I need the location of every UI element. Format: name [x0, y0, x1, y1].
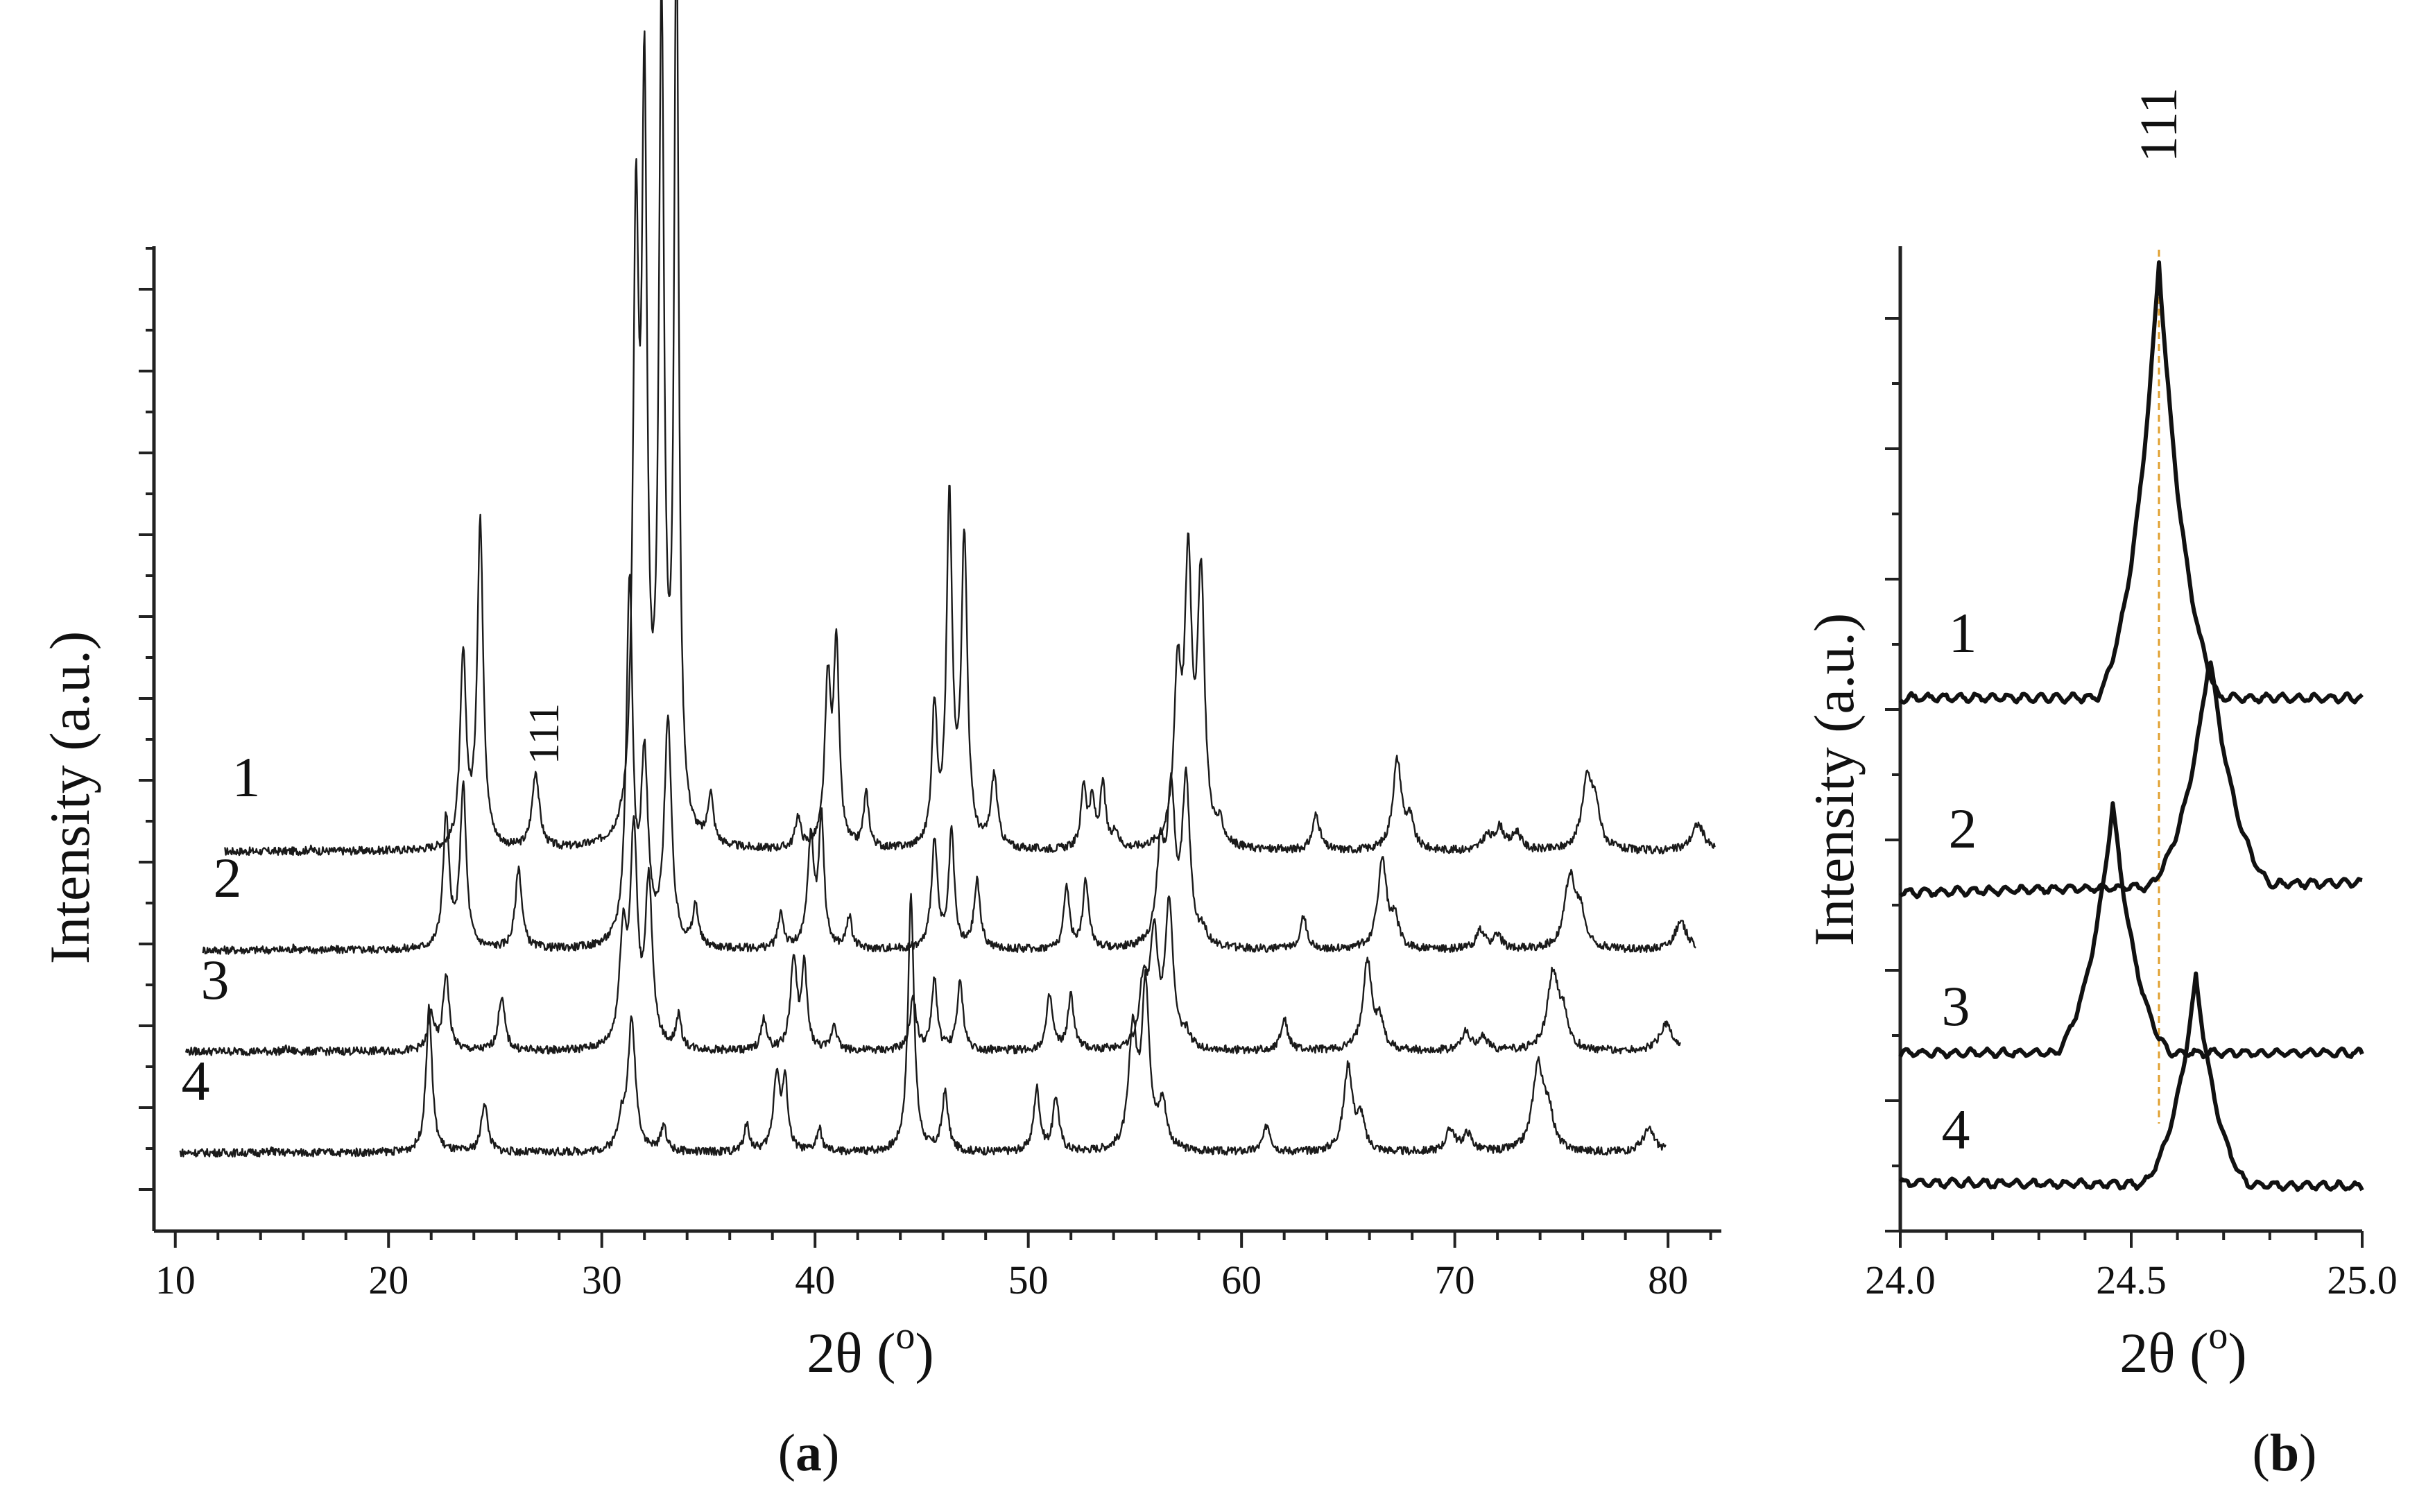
chart-b-series-1-label: 1	[1949, 601, 1977, 664]
chart-b-annotation-111: 111	[2130, 87, 2188, 162]
chart-b-series-1-line	[1898, 260, 2364, 705]
chart-a-x-tick-label: 20	[368, 1257, 408, 1303]
chart-b-xlabel: 2θ (o)	[2119, 1314, 2246, 1384]
chart-b-xlabel-close: )	[2228, 1321, 2246, 1384]
chart-b: 24.0 24.5 25.0 1 2 3 4	[1865, 246, 2398, 1303]
chart-b-caption-letter: b	[2270, 1424, 2299, 1482]
chart-b-series-2-label: 2	[1949, 797, 1977, 860]
chart-b-x-tick-label: 24.5	[2096, 1257, 2167, 1303]
chart-a-series-1-line	[224, 0, 1716, 857]
chart-a-x-tick-label: 10	[155, 1257, 196, 1303]
chart-a-ylabel: Intensity (a.u.)	[38, 631, 101, 964]
chart-b-ylabel: Intensity (a.u.)	[1802, 613, 1866, 946]
chart-a-series-2-label: 2	[214, 846, 242, 909]
chart-b-caption: (b)	[2253, 1424, 2317, 1482]
chart-a-x-tick-label: 30	[582, 1257, 622, 1303]
chart-a-x-tick-label: 80	[1648, 1257, 1688, 1303]
chart-a-xlabel-close: )	[915, 1321, 933, 1384]
chart-a-xlabel: 2θ (o)	[807, 1314, 933, 1384]
chart-b-series-2-line	[1899, 660, 2363, 900]
chart-a-x-tick-label: 60	[1221, 1257, 1262, 1303]
chart-a-caption: (a)	[778, 1424, 840, 1482]
chart-a-series-4-label: 4	[182, 1049, 210, 1112]
chart-b-series-3-line	[1898, 801, 2364, 1060]
chart-a-x-tick-label: 70	[1435, 1257, 1475, 1303]
chart-a: 10 20 30 40 50 60 70 80 1 2 3 4	[139, 0, 1721, 1303]
chart-b-series-4-label: 4	[1942, 1098, 1970, 1161]
chart-a-x-tick-label: 40	[795, 1257, 835, 1303]
chart-a-xlabel-sup: o	[895, 1314, 915, 1357]
chart-b-x-tick-label: 24.0	[1865, 1257, 1936, 1303]
chart-b-series-4-line	[1898, 971, 2364, 1192]
chart-a-x-tick-label: 50	[1008, 1257, 1049, 1303]
chart-b-xlabel-main: 2θ (	[2119, 1321, 2208, 1384]
chart-a-caption-letter: a	[795, 1424, 822, 1482]
chart-b-series-3-label: 3	[1942, 974, 1970, 1038]
chart-a-series-4-line	[179, 893, 1667, 1158]
chart-a-series-3-line	[184, 815, 1681, 1056]
chart-a-xlabel-main: 2θ (	[807, 1321, 895, 1384]
chart-a-annotation-111: 111	[521, 703, 568, 764]
chart-b-x-tick-label: 25.0	[2327, 1257, 2398, 1303]
chart-b-xlabel-sup: o	[2208, 1314, 2228, 1357]
chart-a-series-2-line	[202, 574, 1696, 955]
chart-a-series-1-label: 1	[232, 746, 261, 809]
chart-a-series-3-label: 3	[201, 948, 230, 1011]
